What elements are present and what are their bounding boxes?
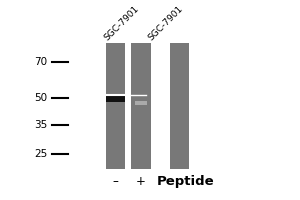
Text: Peptide: Peptide bbox=[157, 175, 214, 188]
Text: 25: 25 bbox=[34, 149, 47, 159]
Bar bbox=[106, 94, 125, 102]
Text: 35: 35 bbox=[34, 120, 47, 130]
Bar bbox=[170, 43, 189, 169]
Text: SGC-7901: SGC-7901 bbox=[147, 4, 185, 42]
Text: 50: 50 bbox=[34, 93, 47, 103]
Bar bbox=[131, 43, 151, 169]
Bar bbox=[106, 43, 125, 169]
Bar bbox=[135, 101, 147, 105]
Text: 70: 70 bbox=[34, 57, 47, 67]
Text: +: + bbox=[136, 175, 146, 188]
Text: SGC-7901: SGC-7901 bbox=[102, 4, 140, 42]
Text: –: – bbox=[113, 175, 119, 188]
